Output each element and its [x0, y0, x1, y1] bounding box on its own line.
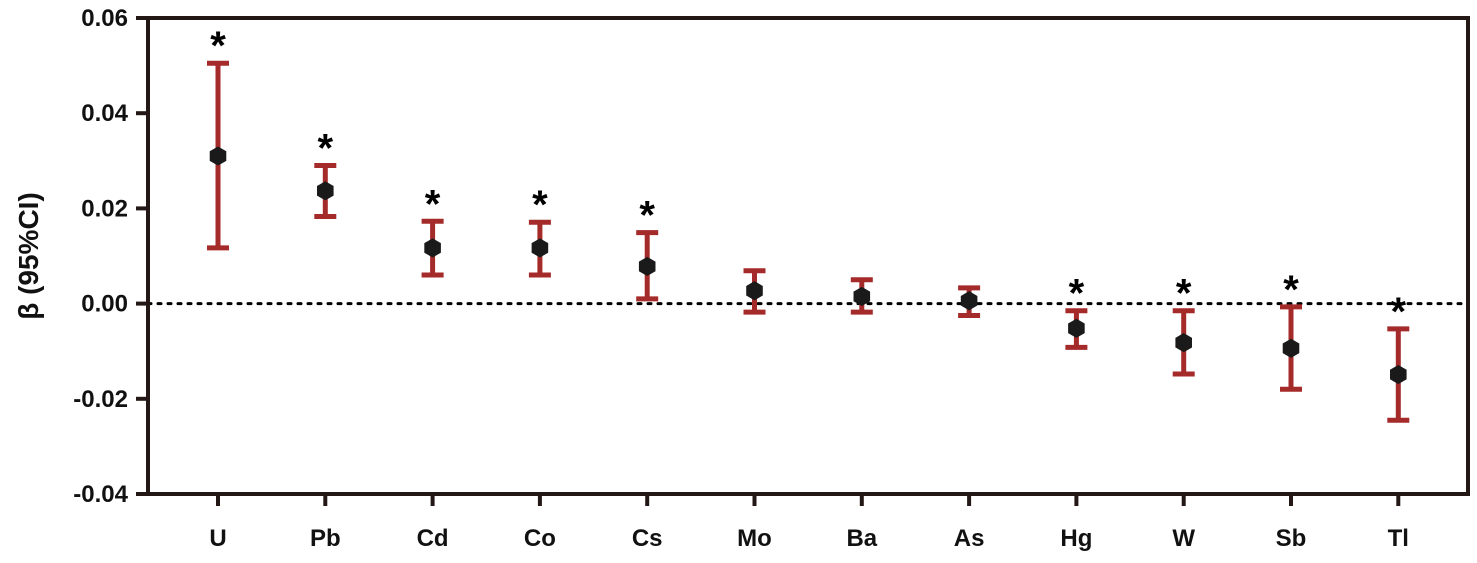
point-estimate: [1068, 318, 1085, 338]
x-tick-label: Hg: [1060, 525, 1092, 552]
y-tick-label: 0.02: [81, 195, 128, 222]
x-tick-label: Pb: [310, 525, 341, 552]
x-tick-label: As: [954, 525, 985, 552]
x-tick-label: Tl: [1388, 525, 1409, 552]
x-tick-label: Mo: [737, 525, 772, 552]
x-tick-label: U: [209, 525, 226, 552]
point-estimate: [317, 181, 334, 201]
y-tick-label: 0.00: [81, 291, 128, 318]
point-estimates: [209, 146, 1407, 385]
x-tick-label: W: [1172, 525, 1195, 552]
significance-marker: *: [1176, 272, 1192, 316]
significance-marker: *: [425, 182, 441, 226]
point-estimate: [853, 286, 871, 307]
y-tick-label: 0.04: [81, 100, 128, 127]
point-estimate: [960, 291, 978, 311]
point-estimate: [1175, 333, 1192, 353]
y-tick-label: -0.04: [73, 481, 128, 508]
ci-bars: [207, 60, 1410, 423]
significance-marker: *: [1391, 290, 1407, 334]
x-tick-label: Sb: [1276, 525, 1307, 552]
y-tick-label: 0.06: [81, 5, 128, 32]
y-axis-title: β (95%CI): [13, 192, 44, 320]
point-estimate: [1282, 338, 1300, 358]
point-estimate: [424, 238, 441, 258]
point-estimate: [1390, 364, 1407, 385]
significance-marker: *: [210, 24, 226, 68]
y-tick-label: -0.02: [73, 386, 128, 413]
x-tick-label: Cs: [632, 525, 663, 552]
x-tick-label: Ba: [846, 525, 877, 552]
point-estimate: [746, 281, 763, 301]
significance-marker: *: [532, 183, 548, 227]
significance-markers: * * * * * * * * *: [210, 24, 1406, 334]
y-axis-ticks: 0.06 0.04 0.02 0.00 -0.02 -0.04: [73, 5, 148, 508]
point-estimate: [531, 238, 549, 258]
x-tick-label: Co: [524, 525, 556, 552]
significance-marker: *: [318, 127, 334, 171]
x-tick-label: Cd: [417, 525, 449, 552]
significance-marker: *: [1069, 272, 1085, 316]
significance-marker: *: [1283, 268, 1299, 312]
point-estimate: [209, 146, 227, 166]
x-axis-ticks: U Pb Cd Co Cs Mo Ba As Hg W Sb Tl: [209, 494, 1409, 552]
plot-frame: [146, 16, 1470, 496]
point-estimate: [638, 256, 656, 277]
significance-marker: *: [639, 194, 655, 238]
